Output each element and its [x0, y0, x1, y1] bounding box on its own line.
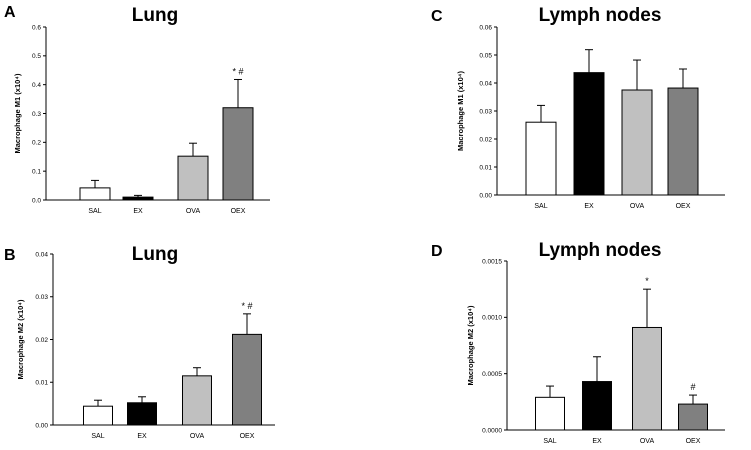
y-tick-label: 0.01	[35, 380, 48, 387]
panel-c: C Lymph nodes Macrophage M1 (x10⁴) 0.00 0.01…	[431, 5, 725, 210]
bar-ova	[632, 326, 662, 431]
bar-oex	[678, 403, 708, 431]
panel-letter: C	[431, 8, 443, 25]
y-tick-label: 0.3	[32, 111, 41, 118]
y-tick-label: 0.4	[32, 82, 41, 89]
panel-d: D Lymph nodes Macrophage M2 (x10⁴) 0.0000 0.…	[431, 240, 725, 445]
category-label: OEX	[676, 203, 691, 210]
bar-oex	[667, 87, 699, 196]
y-tick-label: 0.01	[479, 164, 492, 171]
panel-letter: A	[4, 4, 16, 21]
y-tick-label: 0.2	[32, 140, 41, 147]
panel-letter: D	[431, 243, 443, 260]
category-label: OVA	[630, 203, 645, 210]
y-tick-label: 0.06	[479, 24, 492, 31]
y-tick-label: 0.05	[479, 52, 492, 59]
y-tick-label: 0.0000	[482, 427, 502, 434]
panel-a: A Lung Macrophage M1 (x10⁴) 0.0 0.1 0.2 0.3 0.4…	[4, 4, 270, 215]
bar-oex	[232, 333, 262, 426]
category-label: OVA	[190, 433, 205, 440]
bar-sal	[525, 121, 557, 196]
y-tick-label: 0.6	[32, 24, 41, 31]
y-tick-label: 0.03	[35, 294, 48, 301]
y-tick-label: 0.1	[32, 168, 41, 175]
panel-title: Lung	[132, 244, 178, 265]
y-tick-label: 0.00	[479, 192, 492, 199]
category-label: OVA	[186, 208, 201, 215]
y-tick-label: 0.04	[35, 251, 48, 258]
category-label: SAL	[88, 208, 101, 215]
significance-annotation: *	[645, 276, 649, 286]
bar-ex	[127, 402, 157, 426]
category-label: SAL	[91, 433, 104, 440]
bar-sal	[79, 187, 111, 201]
significance-annotation: * #	[232, 66, 243, 76]
category-label: EX	[592, 438, 602, 445]
panel-b: B Lung Macrophage M2 (x10⁴) 0.00 0.01 0.02 0.0…	[4, 244, 275, 440]
y-tick-label: 0.0	[32, 197, 41, 204]
y-tick-label: 0.5	[32, 53, 41, 60]
panel-title: Lymph nodes	[539, 5, 662, 26]
y-tick-label: 0.02	[35, 337, 48, 344]
bar-sal	[83, 405, 113, 426]
category-label: OEX	[231, 208, 246, 215]
bar-ova	[182, 375, 212, 426]
category-label: SAL	[534, 203, 547, 210]
y-axis-label: Macrophage M1 (x10⁴)	[456, 71, 465, 151]
category-label: EX	[584, 203, 594, 210]
category-label: OEX	[240, 433, 255, 440]
bar-ex	[122, 196, 154, 201]
significance-annotation: #	[690, 382, 695, 392]
y-tick-label: 0.04	[479, 80, 492, 87]
y-tick-label: 0.00	[35, 422, 48, 429]
significance-annotation: * #	[241, 301, 252, 311]
category-label: OEX	[686, 438, 701, 445]
bar-ex	[582, 381, 612, 431]
bar-sal	[535, 396, 565, 431]
y-tick-label: 0.0010	[482, 315, 502, 322]
bar-oex	[222, 107, 254, 201]
category-label: OVA	[640, 438, 655, 445]
panel-title: Lymph nodes	[539, 240, 662, 261]
bar-ova	[621, 89, 653, 196]
y-tick-label: 0.02	[479, 136, 492, 143]
panel-letter: B	[4, 247, 16, 264]
category-label: EX	[137, 433, 147, 440]
y-axis-label: Macrophage M2 (x10⁴)	[16, 299, 25, 379]
bar-ova	[177, 155, 209, 201]
y-axis-label: Macrophage M2 (x10⁴)	[466, 305, 475, 385]
y-tick-label: 0.0005	[482, 371, 502, 378]
panel-title: Lung	[132, 5, 178, 26]
y-tick-label: 0.03	[479, 108, 492, 115]
category-label: SAL	[543, 438, 556, 445]
bar-ex	[573, 72, 605, 196]
y-axis-label: Macrophage M1 (x10⁴)	[13, 73, 22, 153]
y-tick-label: 0.0015	[482, 258, 502, 265]
category-label: EX	[133, 208, 143, 215]
